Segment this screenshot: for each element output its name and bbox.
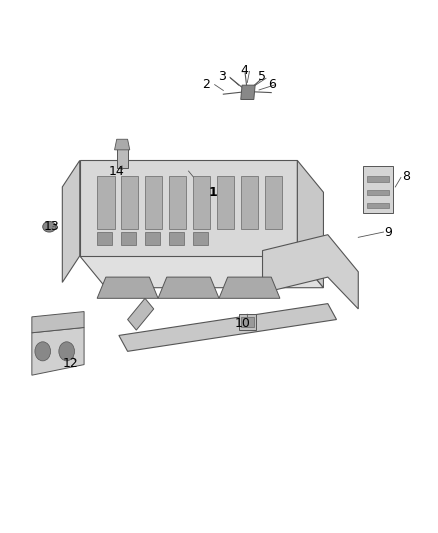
Polygon shape	[297, 160, 323, 288]
Polygon shape	[193, 176, 210, 229]
Polygon shape	[97, 176, 115, 229]
Text: 4: 4	[240, 64, 248, 77]
Polygon shape	[32, 327, 84, 375]
Text: 12: 12	[63, 357, 79, 369]
Polygon shape	[169, 176, 186, 229]
Text: 5: 5	[258, 70, 266, 83]
Text: 10: 10	[235, 317, 251, 330]
Text: 3: 3	[219, 70, 226, 83]
Text: 8: 8	[402, 170, 410, 183]
Polygon shape	[62, 160, 80, 282]
Polygon shape	[239, 314, 256, 330]
Text: 6: 6	[268, 78, 276, 91]
Polygon shape	[217, 176, 234, 229]
Polygon shape	[241, 317, 254, 327]
Polygon shape	[145, 176, 162, 229]
Polygon shape	[265, 176, 282, 229]
Polygon shape	[367, 176, 389, 182]
Polygon shape	[97, 277, 158, 298]
Text: 2: 2	[202, 78, 210, 91]
Polygon shape	[117, 144, 127, 168]
Polygon shape	[32, 312, 84, 333]
Polygon shape	[127, 298, 154, 330]
Polygon shape	[145, 232, 160, 245]
Polygon shape	[119, 304, 336, 351]
Polygon shape	[169, 232, 184, 245]
Polygon shape	[241, 176, 258, 229]
Polygon shape	[367, 203, 389, 208]
Polygon shape	[80, 160, 297, 256]
Text: 9: 9	[384, 225, 392, 239]
Text: 13: 13	[43, 220, 59, 233]
Polygon shape	[158, 277, 219, 298]
Polygon shape	[121, 232, 136, 245]
Polygon shape	[193, 232, 208, 245]
Polygon shape	[115, 139, 130, 150]
Circle shape	[59, 342, 74, 361]
Circle shape	[35, 342, 50, 361]
Polygon shape	[262, 235, 358, 309]
Polygon shape	[121, 176, 138, 229]
Text: 14: 14	[109, 165, 124, 177]
Polygon shape	[241, 85, 255, 100]
Polygon shape	[80, 256, 323, 288]
Polygon shape	[363, 166, 393, 214]
Polygon shape	[367, 190, 389, 195]
Ellipse shape	[43, 221, 56, 232]
Polygon shape	[219, 277, 280, 298]
Polygon shape	[97, 232, 113, 245]
Text: 1: 1	[208, 186, 217, 199]
